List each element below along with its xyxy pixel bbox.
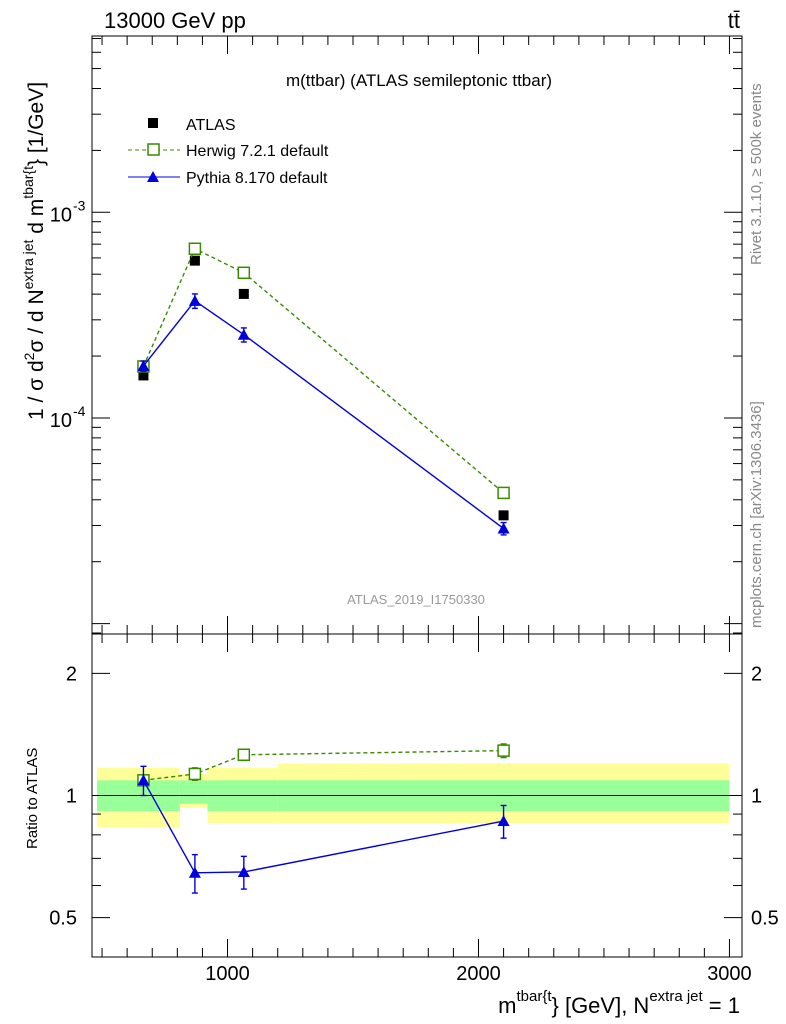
series-line-ratio bbox=[143, 749, 504, 782]
legend: ATLAS Herwig 7.2.1 default Pythia 8.170 … bbox=[128, 117, 329, 187]
marker-main bbox=[237, 328, 250, 340]
x-ticks: 1000 2000 3000 bbox=[101, 36, 752, 985]
marker-ratio bbox=[237, 865, 250, 877]
x-tick-label: 1000 bbox=[205, 963, 250, 985]
marker-main bbox=[497, 522, 510, 534]
legend-marker-pythia bbox=[147, 171, 159, 182]
marker-ratio bbox=[137, 774, 150, 786]
ylabel-main: 1 / σ d2σ / d Nextra jet d mtbar{t} [1/G… bbox=[20, 82, 48, 420]
marker-main bbox=[497, 486, 510, 500]
marker-ratio bbox=[497, 744, 510, 757]
data-point-atlas bbox=[498, 510, 509, 521]
mcplots-label: mcplots.cern.ch [arXiv:1306.3436] bbox=[748, 401, 765, 628]
marker-ratio bbox=[188, 767, 202, 781]
legend-label-pythia: Pythia 8.170 default bbox=[186, 170, 328, 187]
marker-main bbox=[137, 359, 150, 371]
series-line-main bbox=[142, 299, 505, 530]
main-ticks: 10-310-4 bbox=[50, 38, 742, 634]
y-tick-label-main: 10 bbox=[50, 410, 72, 432]
header-right: tt̄ bbox=[728, 8, 740, 33]
y-tick-exp-main: -4 bbox=[73, 403, 86, 419]
marker-main bbox=[188, 242, 202, 255]
legend-marker-atlas bbox=[148, 118, 158, 128]
watermark: ATLAS_2019_I1750330 bbox=[347, 592, 485, 607]
legend-label-herwig: Herwig 7.2.1 default bbox=[186, 143, 329, 160]
y-tick-exp-main: -3 bbox=[73, 197, 86, 213]
marker-ratio bbox=[497, 815, 510, 827]
series-line-main bbox=[142, 247, 505, 494]
legend-label-atlas: ATLAS bbox=[186, 117, 236, 134]
y-tick-label-main: 10 bbox=[50, 204, 72, 226]
x-tick-label: 2000 bbox=[456, 963, 501, 985]
header-left: 13000 GeV pp bbox=[104, 8, 246, 33]
marker-ratio bbox=[188, 866, 201, 878]
y-tick-label-ratio-right: 1 bbox=[751, 786, 762, 808]
legend-marker-herwig bbox=[147, 143, 160, 156]
series-line-ratio bbox=[142, 779, 504, 874]
xlabel: mtbar{t} [GeV], Nextra jet = 1 bbox=[498, 988, 740, 1018]
data-point-atlas bbox=[189, 255, 200, 266]
y-tick-label-ratio: 1 bbox=[66, 786, 77, 808]
rivet-label: Rivet 3.1.10, ≥ 500k events bbox=[748, 83, 765, 265]
chart-title: m(ttbar) (ATLAS semileptonic ttbar) bbox=[286, 71, 552, 90]
ratio-frame bbox=[91, 633, 743, 958]
y-tick-label-ratio: 2 bbox=[66, 663, 77, 685]
y-tick-label-ratio-right: 2 bbox=[751, 663, 762, 685]
ratio-band-inner bbox=[179, 780, 208, 804]
data-point-atlas bbox=[238, 288, 249, 299]
x-tick-label: 3000 bbox=[707, 963, 752, 985]
y-tick-label-ratio-right: 0.5 bbox=[751, 908, 779, 930]
data-point-atlas bbox=[138, 370, 149, 381]
main-series bbox=[137, 242, 510, 536]
ylabel-ratio: Ratio to ATLAS bbox=[24, 748, 41, 849]
ratio-ticks: 2 2 1 1 0.5 0.5 bbox=[49, 663, 779, 958]
marker-ratio bbox=[237, 748, 251, 762]
ratio-panel: 2 2 1 1 0.5 0.5 bbox=[49, 633, 779, 958]
marker-main bbox=[188, 294, 201, 306]
ratio-series bbox=[137, 743, 510, 894]
marker-main bbox=[237, 266, 251, 280]
y-tick-label-ratio: 0.5 bbox=[49, 908, 77, 930]
